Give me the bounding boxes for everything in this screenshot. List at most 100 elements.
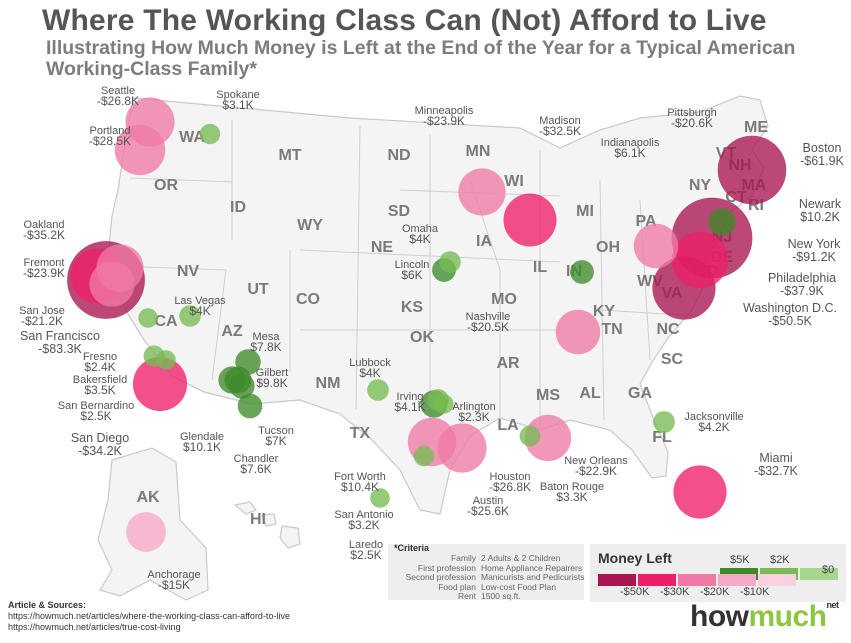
city-value: $6.1K: [614, 146, 645, 160]
city-bubble: [179, 305, 201, 327]
city-name: Bakersfield: [73, 374, 127, 386]
city-value: -$61.9K: [800, 154, 844, 168]
city-bubble: [555, 309, 601, 355]
state-label-hi: HI: [250, 511, 266, 528]
state-label-ms: MS: [536, 387, 560, 404]
city-name: Fremont: [24, 257, 65, 269]
city-value: $4K: [409, 232, 430, 246]
city-name: Houston: [490, 471, 531, 483]
city-name: San Jose: [19, 305, 65, 317]
state-label-az: AZ: [221, 323, 243, 340]
state-label-wi: WI: [504, 173, 524, 190]
city-value: $10.1K: [183, 440, 221, 454]
legend-swatch-neg0: [758, 574, 796, 586]
city-bubble: [370, 488, 390, 508]
state-label-ia: IA: [476, 233, 492, 250]
city-value: -$32.7K: [754, 464, 798, 478]
city-name: Glendale: [180, 431, 224, 443]
city-value: -$26.8K: [97, 94, 139, 108]
city-value: -$83.3K: [38, 342, 82, 356]
city-value: -$32.5K: [539, 124, 581, 138]
criteria-row: Family 2 Adults & 2 Children: [388, 553, 584, 563]
legend-swatch-neg30: [638, 574, 676, 586]
city-bubble: [717, 135, 787, 205]
legend-title: Money Left: [598, 550, 672, 566]
city-label: Baton Rouge $3.3K: [540, 481, 604, 504]
city-name: Baton Rouge: [540, 481, 604, 493]
city-label: Austin -$25.6K: [467, 495, 509, 518]
city-label: Mesa $7.8K: [250, 331, 281, 354]
state-label-ks: KS: [401, 299, 424, 316]
state-label-mi: MI: [576, 203, 594, 220]
city-name: Philadelphia: [768, 271, 836, 285]
city-name: Minneapolis: [415, 105, 474, 117]
state-label-mt: MT: [278, 147, 301, 164]
state-label-tn: TN: [601, 321, 622, 338]
city-label: New York -$91.2K: [788, 237, 842, 264]
city-name: Gilbert: [256, 367, 288, 379]
city-label: San Antonio $3.2K: [334, 509, 393, 532]
city-bubble: [132, 356, 188, 412]
city-label: Pittsburgh -$20.6K: [667, 107, 717, 130]
city-value: -$21.2K: [21, 314, 63, 328]
city-label: Portland -$28.5K: [89, 125, 131, 148]
city-label: Washington D.C. -$50.5K: [743, 301, 837, 328]
criteria-value: Home Appliance Repairers: [481, 562, 583, 573]
page-title: Where The Working Class Can (Not) Afford…: [42, 4, 767, 37]
source-link[interactable]: https://howmuch.net/articles/true-cost-l…: [8, 622, 181, 632]
city-name: Spokane: [216, 89, 259, 101]
city-bubble: [237, 393, 263, 419]
city-value: -$91.2K: [792, 250, 836, 264]
city-label: Nashville -$20.5K: [466, 311, 511, 334]
city-label: Chandler $7.6K: [234, 453, 279, 476]
city-label: Arlington $2.3K: [452, 401, 495, 424]
hawaii: [233, 501, 301, 549]
city-label: Glendale $10.1K: [180, 431, 224, 454]
city-label: Fort Worth $10.4K: [334, 471, 386, 494]
city-value: -$20.5K: [467, 320, 509, 334]
state-label-or: OR: [154, 177, 178, 194]
city-label: Fremont -$23.9K: [23, 257, 65, 280]
city-bubble: [138, 308, 158, 328]
city-label: Laredo $2.5K: [349, 539, 383, 562]
criteria-value: Low-cost Food Plan: [481, 581, 557, 592]
legend-label-5k: $5K: [730, 554, 750, 566]
city-bubble: [229, 373, 255, 399]
city-name: Madison: [539, 115, 581, 127]
city-name: Arlington: [452, 401, 495, 413]
city-label: Spokane $3.1K: [216, 89, 259, 112]
state-label-ky: KY: [593, 303, 616, 320]
source-link[interactable]: https://howmuch.net/articles/where-the-w…: [8, 611, 290, 621]
city-value: $2.5K: [80, 409, 111, 423]
city-value: -$23.9K: [423, 114, 465, 128]
state-label-ca: CA: [154, 313, 178, 330]
legend-swatch-neg10: [718, 574, 756, 586]
criteria-key: Family: [450, 553, 476, 563]
city-name: Fresno: [83, 351, 117, 363]
city-name: San Antonio: [334, 509, 393, 521]
city-name: Jacksonville: [684, 411, 743, 423]
city-label: San Diego -$34.2K: [71, 431, 129, 458]
city-value: $3.1K: [222, 98, 253, 112]
howmuch-logo: howmuchnet: [690, 600, 839, 634]
legend-swatch-neg50: [598, 574, 636, 586]
city-label: Anchorage -$15K: [147, 569, 200, 592]
city-value: -$20.6K: [671, 116, 713, 130]
state-label-ar: AR: [496, 355, 520, 372]
state-label-nv: NV: [177, 263, 200, 280]
logo-how: how: [690, 600, 749, 633]
city-name: Nashville: [466, 311, 511, 323]
legend-label-neg10k: -$10K: [740, 586, 770, 598]
city-label: Jacksonville $4.2K: [684, 411, 743, 434]
city-value: $4.1K: [394, 400, 425, 414]
state-label-sd: SD: [388, 203, 410, 220]
criteria-row: Food plan Low-cost Food Plan: [388, 582, 584, 592]
state-label-al: AL: [579, 385, 601, 402]
criteria-key: Rent: [458, 591, 476, 601]
city-bubble: [89, 261, 135, 307]
state-label-me: ME: [744, 119, 768, 136]
criteria-value: Manicurists and Pedicurists: [481, 572, 585, 582]
city-value: $10.4K: [341, 480, 379, 494]
state-label-ok: OK: [410, 329, 434, 346]
sources-heading: Article & Sources:: [8, 600, 87, 610]
